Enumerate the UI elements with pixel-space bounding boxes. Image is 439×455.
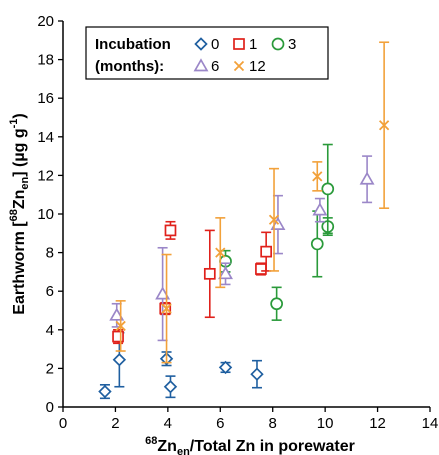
legend-marker-circle (271, 37, 285, 51)
marker-triangle (218, 266, 233, 280)
legend-entry-0: 0 (194, 36, 219, 53)
legend-marker-diamond (194, 37, 208, 51)
marker-circle (321, 182, 335, 196)
y-tick-label: 14 (37, 129, 54, 146)
data-point (112, 328, 124, 345)
data-point (255, 262, 267, 276)
x-tick-label: 10 (317, 415, 334, 432)
legend-title-line2: (months): (95, 58, 164, 75)
data-point (321, 143, 335, 235)
marker-square (260, 245, 273, 258)
y-tick-label: 6 (46, 283, 54, 300)
marker-diamond (112, 353, 127, 367)
y-tick-label: 2 (46, 360, 54, 377)
marker-x (268, 214, 280, 225)
marker-triangle (359, 171, 375, 185)
legend-entry-label: 1 (249, 36, 257, 53)
x-tick-label: 2 (111, 415, 119, 432)
marker-diamond (218, 360, 233, 375)
data-point (161, 253, 172, 364)
data-point (378, 41, 390, 210)
data-point (359, 155, 375, 204)
y-tick-label: 16 (37, 90, 54, 107)
y-tick-label: 8 (46, 245, 54, 262)
data-point (268, 167, 280, 272)
marker-diamond (98, 384, 112, 399)
data-point (155, 246, 171, 342)
legend-entry-label: 6 (211, 58, 219, 75)
marker-circle (270, 297, 283, 311)
y-tick-label: 0 (46, 399, 54, 416)
data-point (215, 217, 226, 289)
legend-marker-x (233, 60, 245, 72)
data-point (218, 360, 233, 375)
marker-circle (310, 237, 324, 251)
y-tick-label: 18 (37, 52, 54, 69)
marker-triangle (312, 202, 328, 216)
legend-entry-label: 3 (288, 36, 296, 53)
data-point (98, 384, 112, 400)
y-tick-label: 4 (46, 322, 54, 339)
marker-x (115, 320, 126, 332)
legend-marker-triangle (193, 58, 209, 72)
x-tick-label: 6 (216, 415, 224, 432)
data-point (312, 197, 328, 223)
series-3 (219, 143, 335, 321)
x-tick-label: 14 (422, 415, 439, 432)
x-axis-title: 68Znen/Total Zn in porewater (145, 435, 355, 455)
legend-entry-6: 6 (193, 58, 219, 75)
data-point (312, 161, 323, 192)
marker-diamond (163, 380, 178, 394)
legend-entry-12: 12 (233, 58, 266, 75)
marker-triangle (109, 307, 125, 321)
y-axis-title: Earthworm [68Znen] (µg g-1) (8, 113, 31, 314)
marker-triangle (155, 286, 171, 300)
x-tick-label: 8 (269, 415, 277, 432)
y-tick-label: 12 (37, 167, 54, 184)
marker-x (215, 247, 226, 258)
marker-square (255, 263, 267, 275)
data-point (250, 359, 264, 389)
marker-x (378, 120, 390, 131)
series-12 (115, 41, 390, 364)
series-6 (109, 155, 375, 342)
y-tick-label: 20 (37, 13, 54, 30)
data-point (270, 286, 283, 321)
data-point (115, 300, 126, 352)
legend-entry-3: 3 (271, 36, 296, 53)
marker-x (161, 303, 172, 314)
data-point (112, 331, 127, 388)
legend-entries: 0 1 3 6 12 (193, 36, 296, 75)
marker-square (112, 330, 124, 343)
data-point (203, 229, 216, 319)
legend-entry-1: 1 (233, 36, 257, 53)
legend-marker-square (233, 38, 245, 50)
series-1 (112, 220, 273, 345)
marker-x (312, 171, 323, 182)
marker-square (203, 267, 216, 280)
series-0 (98, 331, 264, 400)
x-tick-label: 4 (164, 415, 172, 432)
data-point (163, 375, 178, 399)
data-series (98, 41, 390, 400)
legend-entry-label: 12 (249, 58, 266, 75)
x-tick-label: 0 (59, 415, 67, 432)
marker-diamond (250, 367, 264, 381)
y-tick-label: 10 (37, 206, 54, 223)
marker-square (159, 302, 172, 315)
marker-square (164, 224, 177, 237)
legend-title-line1: Incubation (95, 36, 171, 53)
data-point (164, 220, 177, 240)
legend: Incubation (months): 0 1 3 6 12 (85, 26, 329, 80)
x-tick-label: 12 (369, 415, 386, 432)
data-point (218, 262, 233, 286)
legend-entry-label: 0 (211, 36, 219, 53)
